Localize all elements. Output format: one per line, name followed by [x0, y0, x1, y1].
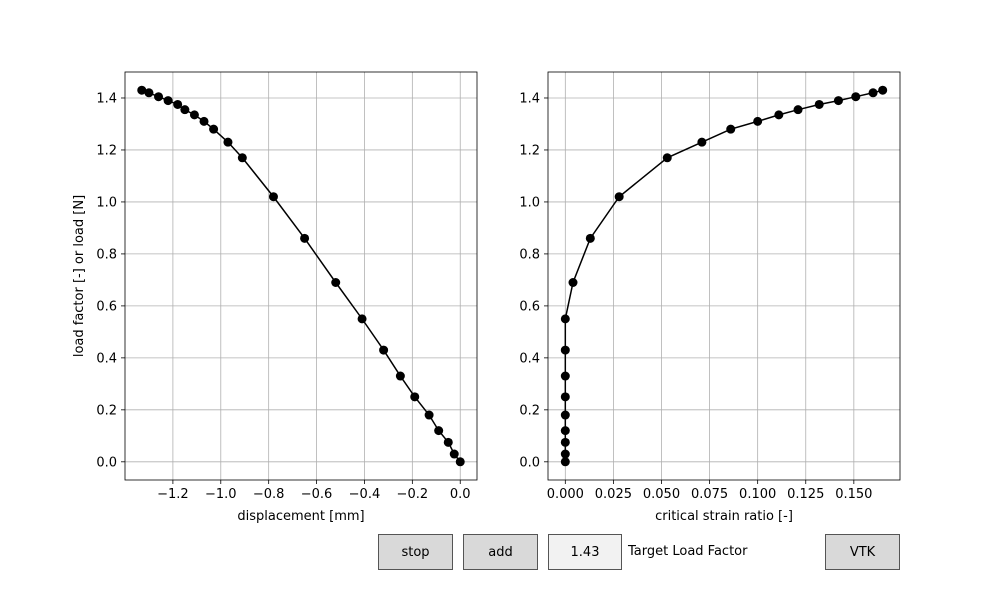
data-point: [662, 153, 672, 163]
x-tick-label: 0.150: [835, 487, 872, 502]
data-point: [560, 345, 570, 355]
x-tick-label: 0.125: [787, 487, 824, 502]
data-point: [223, 137, 233, 147]
data-point: [560, 457, 570, 467]
data-point: [774, 110, 784, 120]
data-point: [568, 277, 578, 287]
data-point: [455, 457, 465, 467]
y-tick-label: 0.8: [96, 247, 117, 262]
data-point: [868, 88, 878, 98]
y-tick-label: 1.0: [519, 195, 540, 210]
data-point: [614, 192, 624, 202]
data-point: [379, 345, 389, 355]
x-tick-label: −0.4: [349, 487, 381, 502]
data-point: [137, 85, 147, 95]
data-point: [424, 410, 434, 420]
y-tick-label: 0.6: [96, 299, 117, 314]
data-point: [833, 96, 843, 106]
data-point: [560, 449, 570, 459]
y-tick-label: 0.0: [519, 455, 540, 470]
y-axis-label: load factor [-] or load [N]: [72, 195, 87, 357]
data-point: [189, 110, 199, 120]
data-point: [357, 314, 367, 324]
data-point: [753, 116, 763, 126]
y-tick-label: 0.0: [96, 455, 117, 470]
data-point: [180, 105, 190, 115]
data-point: [560, 392, 570, 402]
data-point: [560, 371, 570, 381]
data-point: [331, 277, 341, 287]
data-point: [726, 124, 736, 134]
vtk-button[interactable]: VTK: [825, 534, 900, 570]
y-tick-label: 0.8: [519, 247, 540, 262]
y-tick-label: 1.4: [519, 91, 540, 106]
data-point: [851, 92, 861, 102]
data-point: [163, 96, 173, 106]
data-point: [300, 233, 310, 243]
y-tick-label: 0.4: [519, 351, 540, 366]
data-point: [173, 99, 183, 109]
y-tick-label: 0.4: [96, 351, 117, 366]
data-point: [793, 105, 803, 115]
y-tick-label: 1.2: [96, 143, 117, 158]
data-point: [395, 371, 405, 381]
data-point: [560, 314, 570, 324]
axes-frame: [547, 71, 901, 481]
add-button[interactable]: add: [463, 534, 538, 570]
x-tick-label: −0.2: [397, 487, 429, 502]
x-tick-label: 0.075: [691, 487, 728, 502]
data-point: [449, 449, 459, 459]
y-tick-label: 1.2: [519, 143, 540, 158]
x-tick-label: −0.6: [301, 487, 333, 502]
stop-button[interactable]: stop: [378, 534, 453, 570]
x-tick-label: −0.8: [253, 487, 285, 502]
x-axis-label: displacement [mm]: [237, 509, 364, 524]
x-tick-label: 0.0: [450, 487, 471, 502]
data-point: [410, 392, 420, 402]
x-axis-label: critical strain ratio [-]: [655, 509, 793, 524]
data-point: [268, 192, 278, 202]
target-load-factor-input[interactable]: 1.43: [548, 534, 622, 570]
y-tick-label: 0.2: [96, 403, 117, 418]
data-point: [814, 99, 824, 109]
axes-frame: [124, 71, 478, 481]
target-load-factor-label: Target Load Factor: [628, 544, 748, 559]
data-point: [585, 233, 595, 243]
data-point: [434, 426, 444, 436]
y-tick-label: 0.6: [519, 299, 540, 314]
x-tick-label: 0.100: [739, 487, 776, 502]
data-point: [154, 92, 164, 102]
data-point: [209, 124, 219, 134]
chart-critical-strain: 0.000 0.025 0.050 0.075 0.100 0.125 0.150 0.0 0.…: [519, 71, 901, 524]
data-point: [560, 410, 570, 420]
chart-displacement: −1.2 −1.0 −0.8 −0.6 −0.4 −0.2 0.0 0.0 0.2 0.4 0.6 0…: [72, 71, 478, 524]
data-point: [144, 88, 154, 98]
data-point: [560, 426, 570, 436]
x-tick-label: 0.050: [643, 487, 680, 502]
y-tick-label: 1.0: [96, 195, 117, 210]
y-tick-label: 1.4: [96, 91, 117, 106]
data-point: [560, 437, 570, 447]
y-tick-label: 0.2: [519, 403, 540, 418]
x-tick-label: 0.025: [595, 487, 632, 502]
data-point: [237, 153, 247, 163]
series-line: [564, 89, 883, 462]
data-point: [443, 437, 453, 447]
x-tick-label: −1.2: [157, 487, 189, 502]
data-point: [878, 85, 888, 95]
x-tick-label: −1.0: [205, 487, 237, 502]
data-point: [199, 116, 209, 126]
x-tick-label: 0.000: [547, 487, 584, 502]
data-point: [697, 137, 707, 147]
